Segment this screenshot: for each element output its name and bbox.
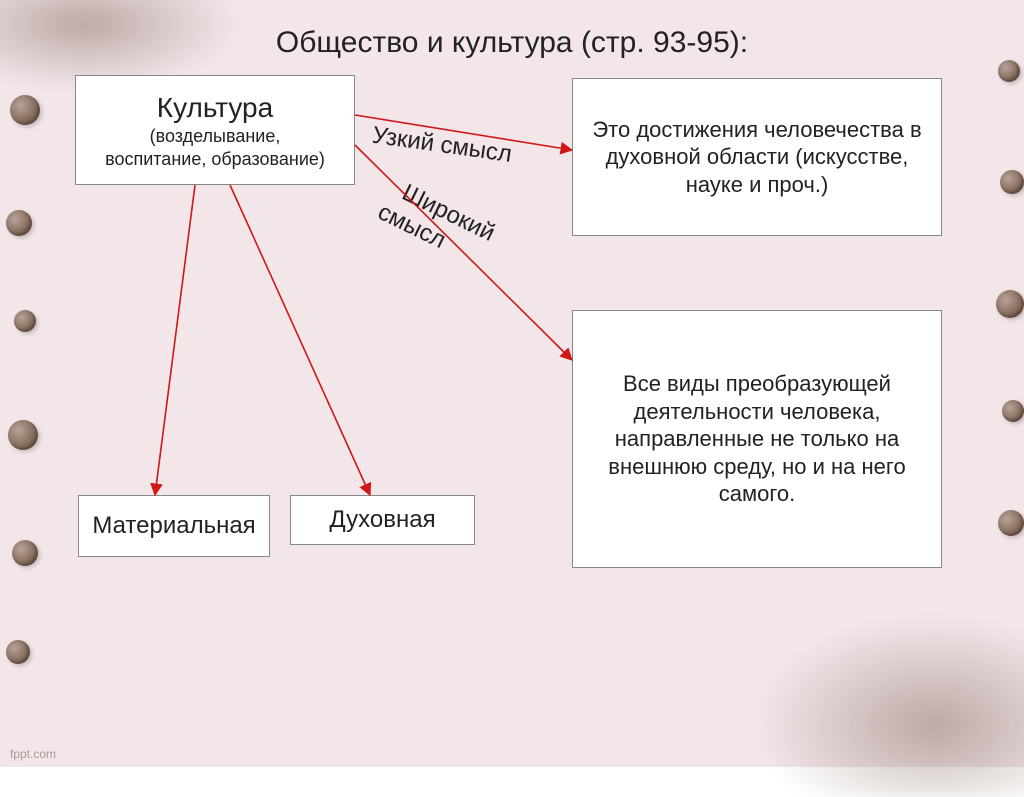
footer-credit: fppt.com — [10, 747, 56, 761]
decorative-dot — [996, 290, 1024, 318]
decorative-smudge-bottom-right — [754, 617, 1024, 797]
page-title: Общество и культура (стр. 93-95): — [0, 26, 1024, 60]
node-culture-title: Культура — [157, 90, 273, 125]
node-broad-text: Все виды преобразующей деятельности чело… — [573, 362, 941, 516]
node-culture: Культура (возделывание, воспитание, обра… — [75, 75, 355, 185]
node-culture-subtitle: (возделывание, воспитание, образование) — [105, 125, 325, 170]
decorative-dot — [998, 60, 1020, 82]
decorative-dot — [8, 420, 38, 450]
decorative-dot — [10, 95, 40, 125]
decorative-dot — [6, 640, 30, 664]
decorative-dot — [1002, 400, 1024, 422]
decorative-dot — [12, 540, 38, 566]
node-spiritual: Духовная — [290, 495, 475, 545]
decorative-dot — [1000, 170, 1024, 194]
node-spiritual-text: Духовная — [329, 505, 435, 535]
node-narrow-text: Это достижения человечества в духовной о… — [573, 108, 941, 207]
decorative-dot — [998, 510, 1024, 536]
footer-text: fppt.com — [10, 747, 56, 761]
node-material: Материальная — [78, 495, 270, 557]
decorative-dot — [6, 210, 32, 236]
page-title-text: Общество и культура (стр. 93-95): — [276, 26, 748, 59]
node-broad-sense: Все виды преобразующей деятельности чело… — [572, 310, 942, 568]
decorative-dot — [14, 310, 36, 332]
node-narrow-sense: Это достижения человечества в духовной о… — [572, 78, 942, 236]
node-material-text: Материальная — [92, 511, 255, 541]
